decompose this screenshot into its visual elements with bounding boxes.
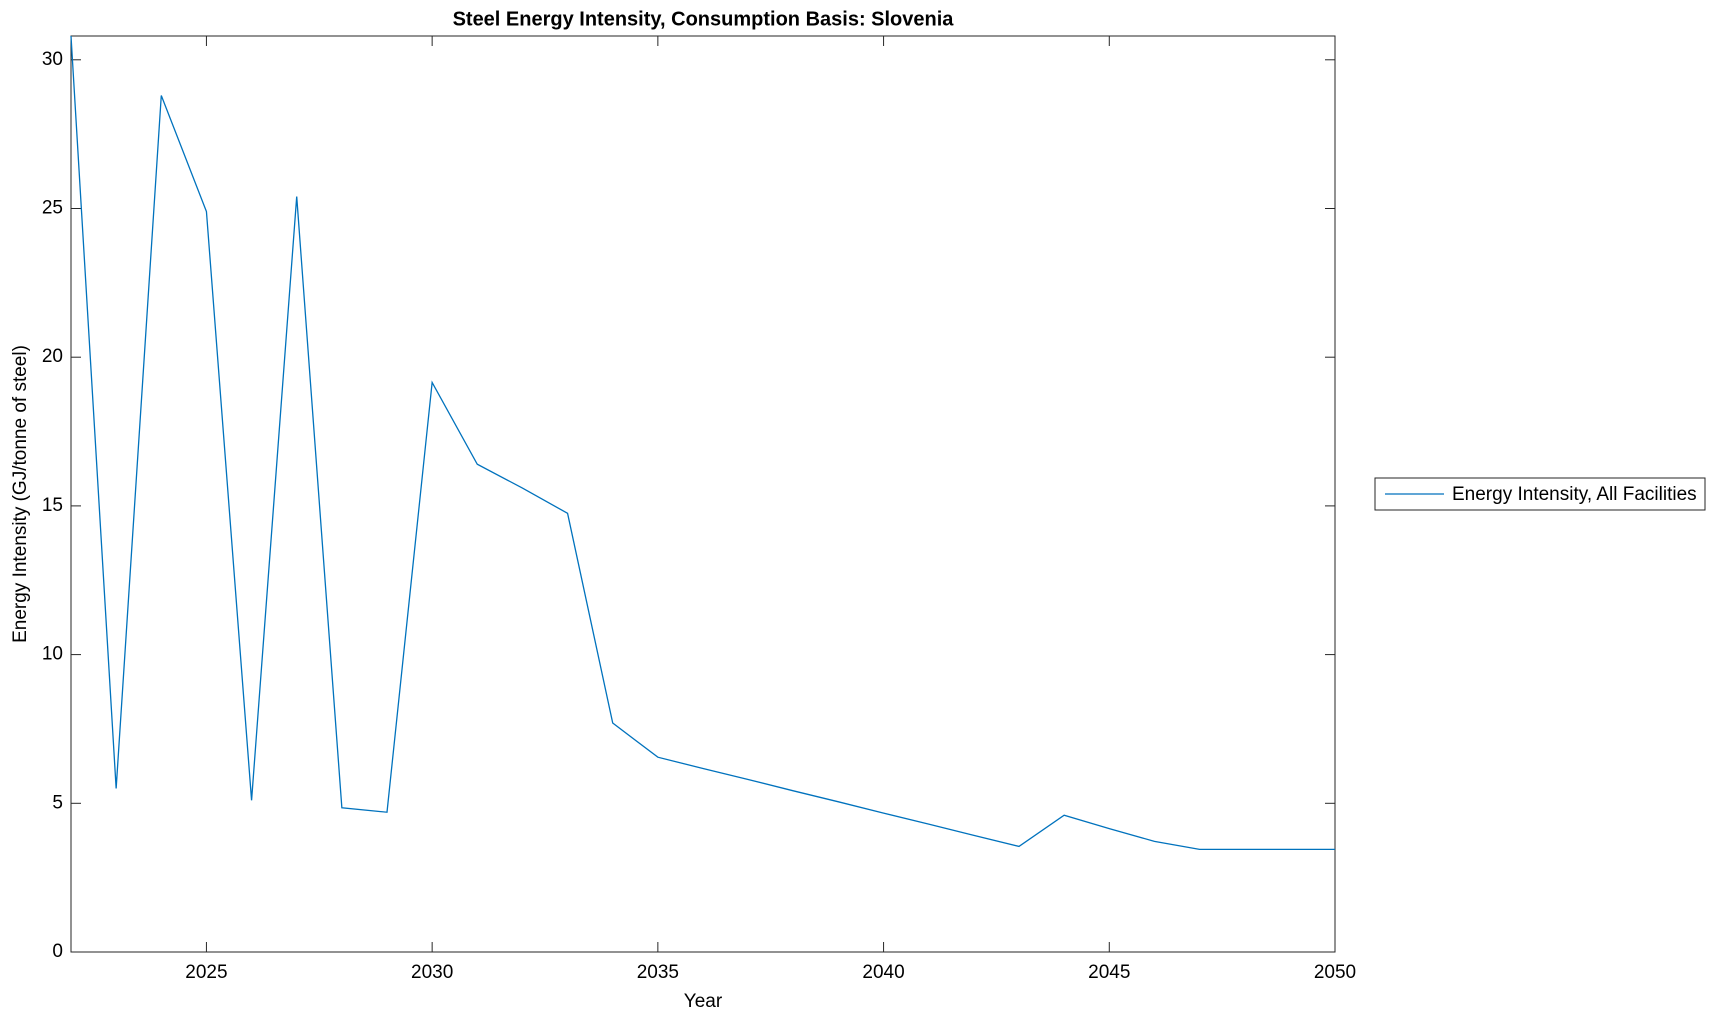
y-tick-label: 15 [42,495,63,516]
x-tick-label: 2030 [411,962,453,983]
y-tick-label: 30 [42,49,63,70]
chart-title: Steel Energy Intensity, Consumption Basi… [453,8,955,30]
legend-label: Energy Intensity, All Facilities [1452,484,1697,505]
x-tick-label: 2025 [185,962,227,983]
x-tick-label: 2045 [1088,962,1130,983]
y-tick-label: 20 [42,346,63,367]
y-axis-label: Energy Intensity (GJ/tonne of steel) [10,345,31,643]
y-tick-label: 25 [42,198,63,219]
x-axis-label: Year [684,991,723,1012]
data-line [70,35,1335,851]
plot-area [70,35,1336,953]
y-tick-label: 0 [52,941,63,962]
x-tick-label: 2050 [1314,962,1356,983]
y-tick-label: 10 [42,644,63,665]
x-tick-label: 2040 [862,962,904,983]
x-tick-label: 2035 [637,962,679,983]
y-tick-label: 5 [52,792,63,813]
